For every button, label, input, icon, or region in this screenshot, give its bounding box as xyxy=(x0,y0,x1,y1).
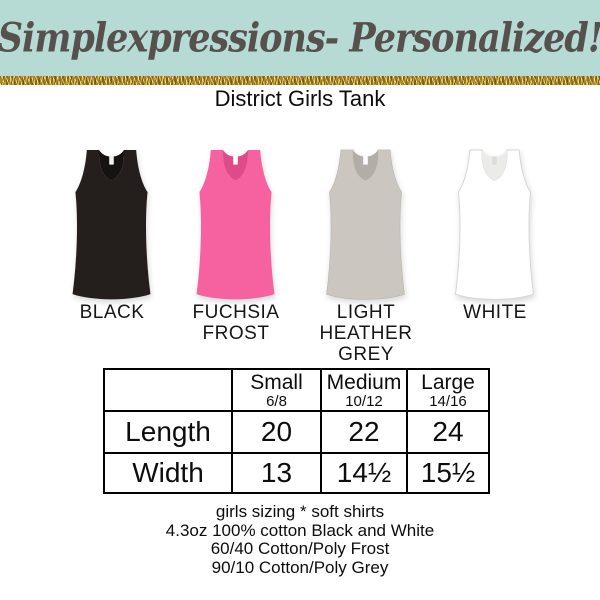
color-label-line: BLACK xyxy=(79,302,145,323)
color-label-line: LIGHT xyxy=(336,302,396,323)
color-label-line: FROST xyxy=(202,323,270,344)
size-range: 10/12 xyxy=(345,392,383,410)
brand-banner: Simplexpressions- Personalized! xyxy=(0,0,600,76)
tank-neck-back xyxy=(482,149,507,181)
size-name: Large xyxy=(421,370,475,394)
note-line: 4.3oz 100% cotton Black and White xyxy=(165,520,435,540)
length-medium: 22 xyxy=(320,410,408,454)
note-line: girls sizing * soft shirts xyxy=(215,502,385,521)
tank-body xyxy=(72,149,151,300)
color-label-line: FUCHSIA xyxy=(192,302,280,323)
width-large: 15½ xyxy=(406,452,490,494)
color-label-black: BLACK xyxy=(42,302,182,323)
color-label-line: HEATHER xyxy=(319,323,413,344)
size-chart-table: Small 6/8 Medium 10/12 Large 14/16 Lengt… xyxy=(103,368,490,494)
color-label-white: WHITE xyxy=(425,302,565,323)
tank-tag xyxy=(109,156,114,165)
tank-image-black xyxy=(72,149,151,300)
color-label-fuchsia-frost: FUCHSIA FROST xyxy=(166,302,306,344)
size-col-medium: Medium 10/12 xyxy=(320,368,408,412)
tank-image-white xyxy=(455,149,534,300)
tank-tag xyxy=(233,156,238,165)
tank-tag xyxy=(363,156,368,165)
brand-script-text: Simplexpressions- Personalized! xyxy=(0,14,600,62)
note-line: 90/10 Cotton/Poly Grey xyxy=(211,557,389,577)
size-range: 6/8 xyxy=(266,392,287,410)
color-label-line: WHITE xyxy=(463,302,527,323)
length-large: 24 xyxy=(406,410,490,454)
size-range: 14/16 xyxy=(429,392,467,410)
tank-image-fuchsia-frost xyxy=(196,149,275,300)
size-col-small: Small 6/8 xyxy=(231,368,322,412)
size-name: Medium xyxy=(326,370,402,394)
gold-glitter-divider xyxy=(0,76,600,85)
width-medium: 14½ xyxy=(320,452,408,494)
size-col-large: Large 14/16 xyxy=(406,368,490,412)
tank-image-light-heather-grey xyxy=(326,149,405,300)
tank-neck-back xyxy=(353,149,378,181)
product-title: District Girls Tank xyxy=(214,86,386,111)
tank-tag xyxy=(492,156,497,165)
note-line: 60/40 Cotton/Poly Frost xyxy=(210,539,390,558)
color-label-light-heather-grey: LIGHT HEATHER GREY xyxy=(296,302,436,365)
tank-body xyxy=(196,149,275,300)
row-label-width: Width xyxy=(103,452,233,494)
tank-neck-back xyxy=(99,149,124,181)
width-small: 13 xyxy=(231,452,322,494)
size-name: Small xyxy=(250,370,303,394)
tank-neck-back xyxy=(223,149,248,181)
row-label-length: Length xyxy=(103,410,233,454)
sizing-notes: girls sizing * soft shirts 4.3oz 100% co… xyxy=(0,502,600,577)
size-chart-corner-cell xyxy=(103,368,233,412)
color-label-line: GREY xyxy=(338,344,394,365)
length-small: 20 xyxy=(231,410,322,454)
